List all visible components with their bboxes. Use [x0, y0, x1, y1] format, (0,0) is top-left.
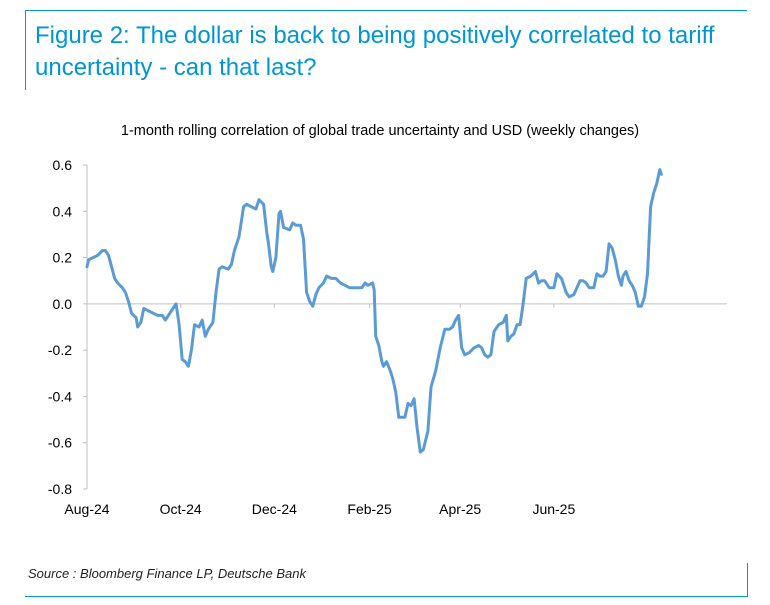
- source-note: Source : Bloomberg Finance LP, Deutsche …: [28, 566, 306, 581]
- y-tick-label: -0.8: [48, 481, 72, 497]
- x-tick-label: Jun-25: [532, 501, 575, 517]
- y-axis: 0.6 0.4 0.2 0.0 -0.2 -0.4 -0.6 -0.8: [48, 157, 88, 497]
- x-tick-label: Aug-24: [64, 501, 109, 517]
- x-tick-label: Feb-25: [347, 501, 392, 517]
- x-tick-label: Apr-25: [439, 501, 481, 517]
- frame-right-border: [747, 563, 748, 597]
- frame-left-border: [25, 10, 26, 90]
- y-tick-label: 0.4: [53, 203, 73, 219]
- x-tick-label: Dec-24: [252, 501, 297, 517]
- y-tick-label: 0.0: [53, 296, 73, 312]
- chart-title: 1-month rolling correlation of global tr…: [120, 123, 640, 139]
- y-tick-label: -0.4: [48, 388, 72, 404]
- plot-area: [85, 168, 663, 454]
- y-tick-label: -0.6: [48, 435, 72, 451]
- y-tick-label: -0.2: [48, 342, 72, 358]
- x-axis: Aug-24 Oct-24 Dec-24 Feb-25 Apr-25 Jun-25: [64, 303, 727, 517]
- figure-title: Figure 2: The dollar is back to being po…: [35, 22, 715, 81]
- frame-bottom-border: [25, 596, 748, 597]
- x-tick-label: Oct-24: [160, 501, 202, 517]
- series-line-0: [85, 168, 663, 454]
- y-tick-label: 0.2: [53, 250, 73, 266]
- frame-top-border: [25, 10, 747, 11]
- y-tick-label: 0.6: [53, 157, 73, 173]
